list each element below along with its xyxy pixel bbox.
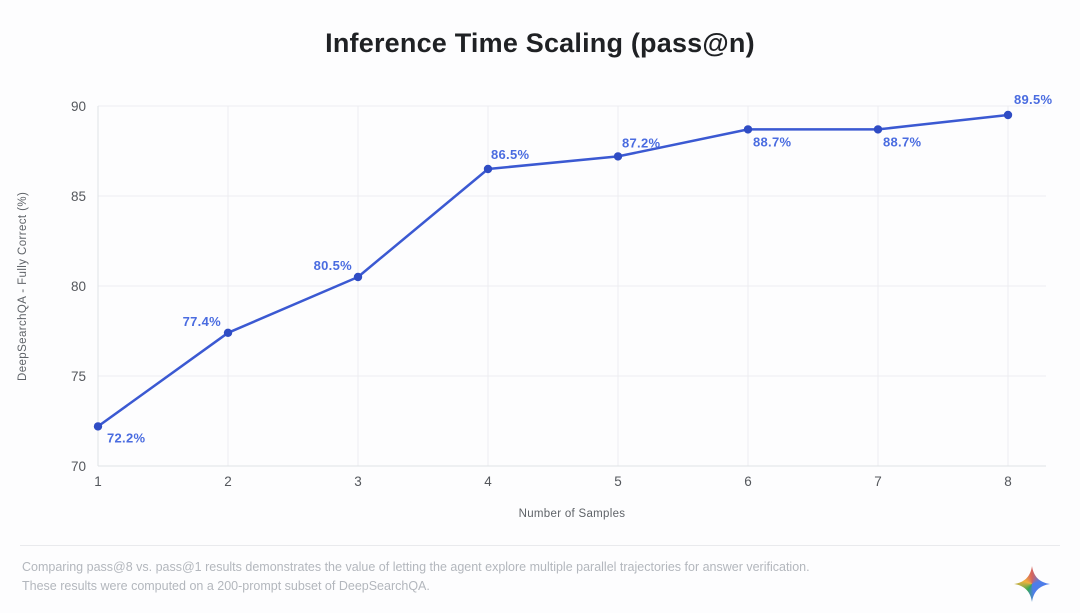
data-point bbox=[613, 152, 623, 161]
data-point-label: 87.2% bbox=[622, 135, 661, 150]
data-point-label: 86.5% bbox=[491, 147, 530, 162]
x-tick-label: 3 bbox=[354, 474, 362, 489]
chart-title: Inference Time Scaling (pass@n) bbox=[325, 28, 755, 58]
data-point bbox=[483, 164, 493, 174]
x-tick-label: 4 bbox=[484, 474, 492, 489]
data-point-label: 77.4% bbox=[183, 314, 222, 329]
data-point-label: 72.2% bbox=[107, 430, 146, 445]
x-tick-label: 8 bbox=[1004, 474, 1012, 489]
data-point bbox=[223, 328, 233, 337]
y-tick-label: 85 bbox=[71, 189, 86, 204]
y-tick-label: 75 bbox=[71, 369, 86, 384]
data-point-label: 88.7% bbox=[883, 134, 922, 149]
gemini-sparkle-icon bbox=[1014, 566, 1050, 602]
x-tick-label: 7 bbox=[874, 474, 882, 489]
footer-divider bbox=[20, 545, 1060, 546]
data-point-label: 89.5% bbox=[1014, 92, 1053, 107]
x-tick-label: 2 bbox=[224, 474, 232, 489]
data-point bbox=[93, 422, 103, 431]
data-point bbox=[743, 125, 753, 134]
data-point bbox=[1003, 110, 1013, 120]
data-point bbox=[353, 272, 363, 282]
data-point-label: 80.5% bbox=[314, 258, 353, 273]
footer-caption-line-1: Comparing pass@8 vs. pass@1 results demo… bbox=[22, 560, 810, 574]
footer-caption: Comparing pass@8 vs. pass@1 results demo… bbox=[22, 558, 942, 596]
line-chart: 70 75 80 85 90 1 2 3 4 5 6 7 8 72.2% 77.4% 80.5% 86.5% 87… bbox=[71, 92, 1053, 489]
data-line bbox=[96, 113, 1010, 428]
y-tick-label: 80 bbox=[71, 279, 86, 294]
x-axis-title: Number of Samples bbox=[518, 508, 626, 520]
x-tick-label: 5 bbox=[614, 474, 622, 489]
x-tick-label: 1 bbox=[94, 474, 102, 489]
y-tick-label: 90 bbox=[71, 99, 86, 114]
footer-caption-line-2: These results were computed on a 200-pro… bbox=[22, 579, 430, 593]
y-tick-label: 70 bbox=[71, 459, 86, 474]
x-tick-label: 6 bbox=[744, 474, 752, 489]
data-point-label: 88.7% bbox=[753, 134, 792, 149]
data-point bbox=[873, 125, 883, 134]
